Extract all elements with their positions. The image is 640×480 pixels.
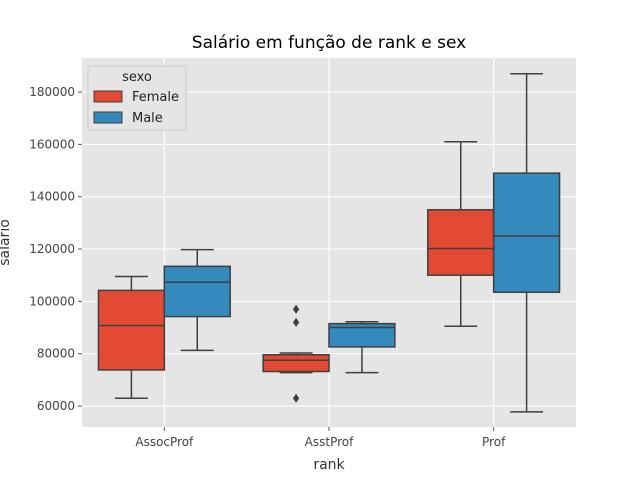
box-iqr	[163, 265, 231, 318]
y-tick-label: 120000	[29, 242, 75, 256]
outlier-point	[292, 317, 300, 327]
legend-items: Female Male	[93, 90, 179, 126]
y-tick-label: 60000	[37, 399, 75, 413]
y-axis-label: salario	[0, 219, 13, 266]
box-iqr	[328, 322, 396, 348]
chart-title: Salário em função de rank e sex	[192, 33, 466, 53]
box-male-assocprof	[163, 248, 231, 352]
y-axis-ticks: 60000 80000 100000 120000 140000 160000 180000	[29, 85, 82, 413]
y-tick-label: 100000	[29, 294, 75, 308]
legend-label-male: Male	[132, 111, 163, 126]
legend: sexo Female Male	[87, 65, 187, 131]
x-axis-ticks: AssocProf AsstProf Prof	[135, 427, 506, 449]
legend-title: sexo	[122, 70, 152, 85]
box-female-assocprof	[97, 275, 166, 399]
box-plot-series	[97, 72, 561, 413]
box-female-asstprof	[262, 304, 330, 403]
box-iqr	[427, 209, 495, 276]
box-female-prof	[427, 140, 495, 327]
legend-swatch-male	[93, 111, 123, 124]
box-iqr	[262, 354, 330, 373]
legend-swatch-female	[93, 90, 123, 103]
box-male-prof	[492, 72, 561, 413]
outlier-point	[292, 393, 300, 403]
y-tick-label: 160000	[29, 137, 75, 151]
y-tick-label: 140000	[29, 190, 75, 204]
x-tick-label: AsstProf	[305, 435, 354, 449]
y-tick-label: 80000	[37, 347, 75, 361]
box-iqr	[97, 289, 166, 371]
box-iqr	[492, 172, 561, 293]
legend-label-female: Female	[132, 90, 179, 105]
y-tick-label: 180000	[29, 85, 75, 99]
x-tick-label: AssocProf	[135, 435, 194, 449]
x-axis-label: rank	[313, 457, 345, 473]
x-tick-label: Prof	[482, 435, 506, 449]
box-male-asstprof	[328, 321, 396, 374]
outlier-point	[292, 304, 300, 314]
